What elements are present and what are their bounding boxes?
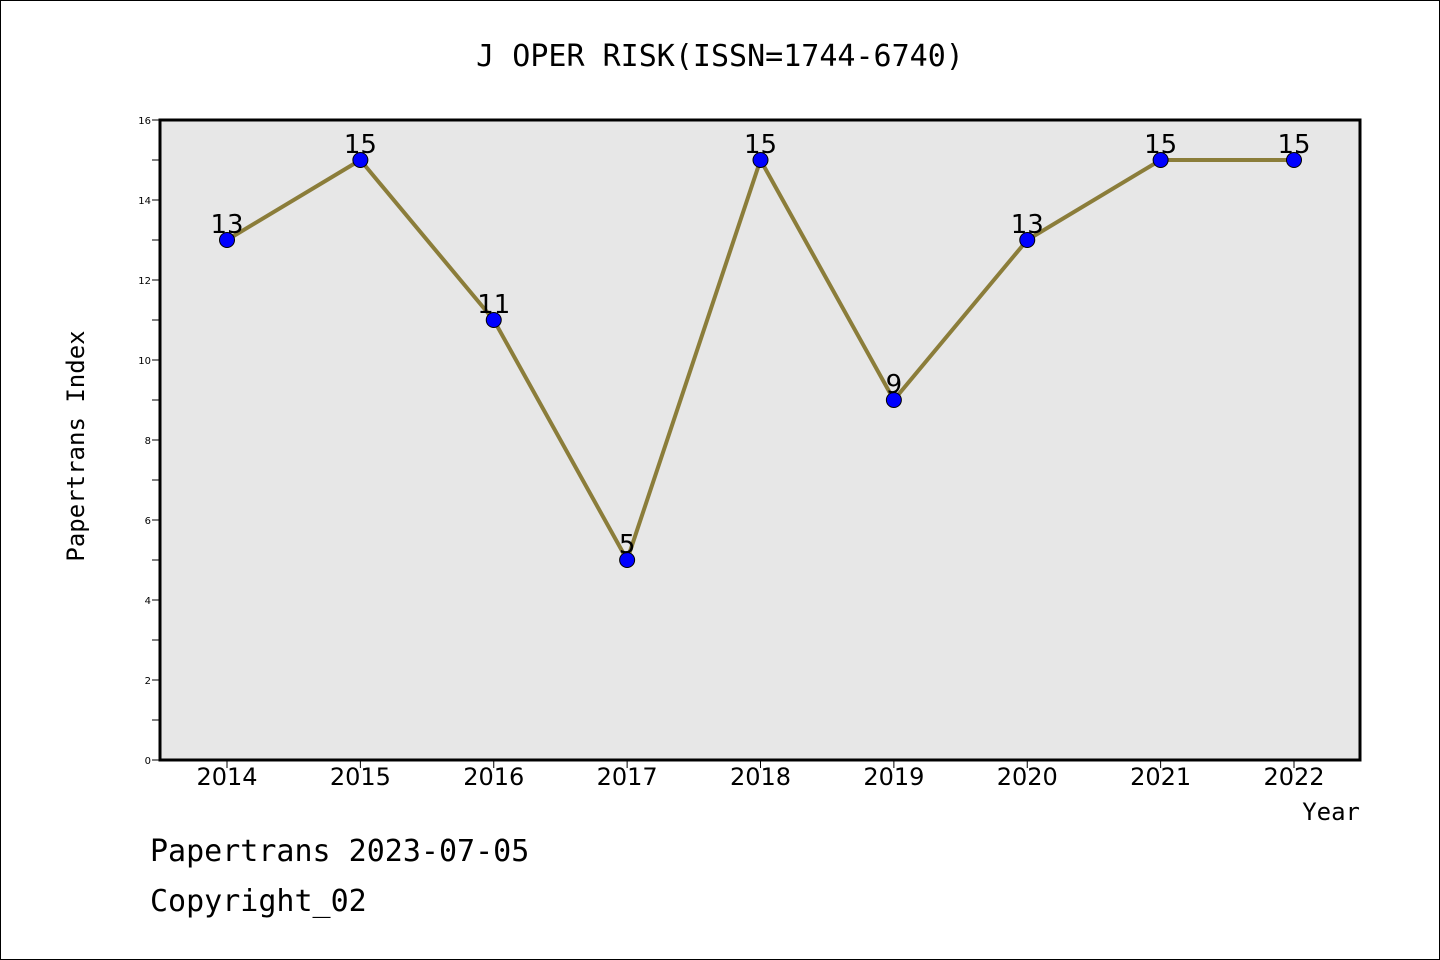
- y-axis: 0 2 4 6 8 10 12 14 16: [138, 116, 160, 767]
- y-axis-label: Papertrans Index: [62, 330, 90, 561]
- y-tick-label: 12: [138, 276, 151, 287]
- x-tick-label: 2014: [196, 763, 257, 791]
- x-tick-label: 2020: [997, 763, 1058, 791]
- data-label: 15: [744, 130, 777, 160]
- x-tick-label: 2019: [863, 763, 924, 791]
- x-tick-label: 2017: [597, 763, 658, 791]
- data-label: 15: [344, 130, 377, 160]
- data-point: [219, 232, 235, 248]
- data-point: [885, 392, 902, 408]
- data-label: 9: [886, 370, 903, 400]
- y-tick-label: 16: [138, 116, 151, 127]
- data-point: [619, 552, 636, 568]
- data-labels: 13 15 11 5 15 9 13 15 15: [210, 130, 1310, 560]
- data-point: [485, 312, 502, 328]
- chart-title: J OPER RISK(ISSN=1744-6740): [476, 39, 964, 74]
- footer-copyright: Copyright_02: [150, 884, 367, 919]
- y-tick-label: 8: [145, 436, 151, 447]
- x-tick-label: 2022: [1263, 763, 1324, 791]
- data-point: [1286, 152, 1302, 168]
- data-label: 13: [210, 210, 243, 240]
- y-tick-label: 10: [138, 356, 151, 367]
- x-tick-label: 2015: [330, 763, 391, 791]
- y-tick-label: 4: [145, 596, 151, 607]
- x-axis-label: Year: [1302, 798, 1360, 826]
- x-tick-label: 2016: [463, 763, 524, 791]
- plot-area: [160, 120, 1360, 760]
- data-label: 13: [1011, 210, 1044, 240]
- data-point: [1019, 232, 1036, 248]
- data-label: 15: [1144, 130, 1177, 160]
- y-tick-label: 14: [138, 196, 151, 207]
- y-tick-label: 2: [145, 676, 151, 687]
- data-point: [352, 152, 369, 168]
- x-axis: 2014 2015 2016 2017 2018 2019 2020 2021 2022: [196, 760, 1325, 791]
- x-tick-label: 2021: [1130, 763, 1191, 791]
- y-tick-label: 6: [145, 516, 151, 527]
- data-label: 15: [1277, 130, 1310, 160]
- x-tick-label: 2018: [730, 763, 791, 791]
- plot-border: [158, 118, 1362, 762]
- data-label: 5: [619, 530, 636, 560]
- data-label: 11: [477, 290, 510, 320]
- footer-date: Papertrans 2023-07-05: [150, 834, 530, 869]
- y-tick-label: 0: [145, 756, 151, 767]
- series-markers: [219, 152, 1302, 568]
- data-point: [752, 152, 769, 168]
- data-point: [1152, 152, 1169, 168]
